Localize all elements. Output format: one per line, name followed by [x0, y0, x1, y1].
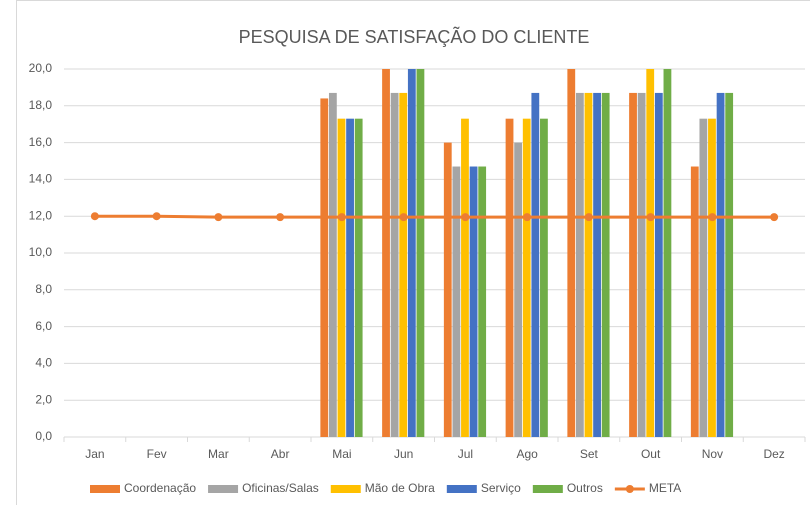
x-tick-label: Fev [147, 447, 167, 461]
bar [716, 92, 725, 438]
y-tick-label: 6,0 [35, 319, 52, 333]
bar [699, 118, 708, 438]
line-marker [646, 213, 655, 222]
line [94, 214, 775, 219]
legend-label: META [649, 481, 681, 495]
line-marker [276, 213, 285, 222]
bar [407, 69, 416, 437]
bar [540, 118, 548, 438]
bar [601, 92, 610, 438]
x-tick-label: Abr [271, 447, 290, 461]
y-tick-label: 20,0 [29, 61, 53, 75]
bar [514, 142, 523, 437]
x-tick-label: Mai [332, 447, 351, 461]
line-marker [214, 213, 223, 222]
bar [443, 142, 452, 437]
legend-label: Serviço [481, 481, 521, 495]
y-tick-label: 12,0 [29, 208, 53, 222]
x-tick-label: Jun [394, 447, 413, 461]
bar [522, 118, 531, 438]
line-marker [90, 212, 99, 221]
bar [416, 69, 425, 437]
chart-title: PESQUISA DE SATISFAÇÃO DO CLIENTE [239, 26, 590, 47]
line-marker [523, 213, 532, 222]
legend-swatch [330, 485, 361, 493]
bar [646, 69, 655, 437]
x-tick-label: Dez [763, 447, 784, 461]
bar [567, 69, 576, 437]
bar [531, 92, 540, 438]
legend-swatch [208, 485, 239, 493]
y-tick-label: 14,0 [29, 172, 53, 186]
legend-swatch [625, 485, 634, 493]
y-tick-label: 18,0 [29, 98, 53, 112]
bar [629, 92, 637, 438]
bar [328, 92, 337, 438]
bar [575, 92, 584, 438]
bar [663, 69, 672, 437]
bar [390, 92, 399, 438]
x-tick-label: Out [641, 447, 661, 461]
y-tick-label: 4,0 [35, 356, 52, 370]
line-marker [399, 213, 408, 222]
x-tick-label: Ago [516, 447, 538, 461]
x-tick-label: Nov [702, 447, 723, 461]
x-tick-label: Mar [208, 447, 229, 461]
y-tick-label: 0,0 [35, 429, 52, 443]
bar [725, 92, 734, 438]
legend-swatch [446, 485, 477, 493]
bar [452, 166, 461, 437]
y-tick-label: 2,0 [35, 392, 52, 406]
bar [505, 118, 514, 438]
x-tick-label: Set [580, 447, 599, 461]
bar [637, 92, 646, 438]
legend-label: Oficinas/Salas [242, 481, 319, 495]
bar [478, 166, 487, 437]
bar [399, 92, 408, 438]
line-marker [584, 213, 593, 222]
legend-label: Coordenação [124, 481, 196, 495]
bar [593, 92, 601, 438]
line-marker [152, 212, 161, 221]
bar [320, 98, 329, 437]
bar [337, 118, 346, 438]
legend-swatch [532, 485, 563, 493]
y-tick-label: 16,0 [29, 135, 53, 149]
bar [654, 92, 663, 438]
bar [690, 166, 699, 437]
bar [469, 166, 478, 437]
y-tick-label: 10,0 [29, 245, 53, 259]
bar [461, 118, 469, 438]
bar [584, 92, 593, 438]
bar [382, 69, 390, 437]
legend-swatch [90, 485, 120, 493]
x-tick-label: Jan [85, 447, 104, 461]
line-marker [770, 213, 779, 222]
line-marker [461, 213, 470, 222]
bar [346, 118, 354, 438]
y-tick-label: 8,0 [35, 282, 52, 296]
line-marker [708, 213, 717, 222]
bar [354, 118, 363, 438]
legend-label: Outros [567, 481, 603, 495]
line-marker [337, 213, 346, 222]
bar [708, 118, 716, 438]
x-tick-label: Jul [458, 447, 473, 461]
legend-label: Mão de Obra [365, 481, 435, 495]
